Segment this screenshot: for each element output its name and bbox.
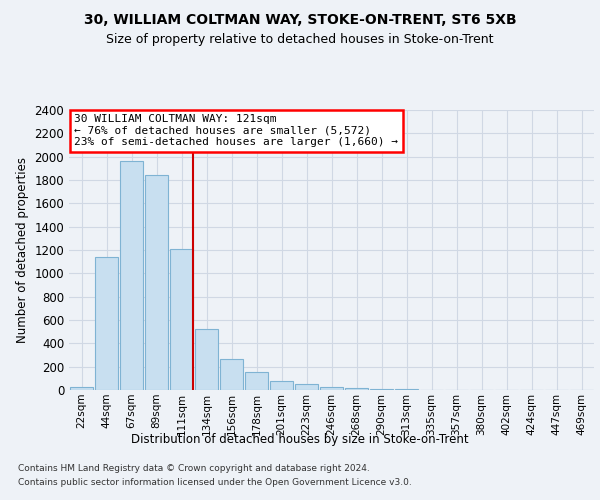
Text: Distribution of detached houses by size in Stoke-on-Trent: Distribution of detached houses by size …	[131, 432, 469, 446]
Bar	[270, 380, 293, 390]
Bar	[320, 386, 343, 390]
Bar	[145, 176, 168, 390]
Bar	[195, 330, 218, 390]
Bar	[245, 372, 268, 390]
Text: Contains HM Land Registry data © Crown copyright and database right 2024.: Contains HM Land Registry data © Crown c…	[18, 464, 370, 473]
Text: 30, WILLIAM COLTMAN WAY, STOKE-ON-TRENT, ST6 5XB: 30, WILLIAM COLTMAN WAY, STOKE-ON-TRENT,…	[83, 12, 517, 26]
Text: Size of property relative to detached houses in Stoke-on-Trent: Size of property relative to detached ho…	[106, 32, 494, 46]
Bar	[120, 162, 143, 390]
Bar	[70, 386, 93, 390]
Bar	[95, 257, 118, 390]
Bar	[370, 389, 393, 390]
Bar	[295, 384, 318, 390]
Y-axis label: Number of detached properties: Number of detached properties	[16, 157, 29, 343]
Text: 30 WILLIAM COLTMAN WAY: 121sqm
← 76% of detached houses are smaller (5,572)
23% : 30 WILLIAM COLTMAN WAY: 121sqm ← 76% of …	[74, 114, 398, 148]
Bar	[345, 388, 368, 390]
Bar	[170, 249, 193, 390]
Text: Contains public sector information licensed under the Open Government Licence v3: Contains public sector information licen…	[18, 478, 412, 487]
Bar	[220, 359, 243, 390]
